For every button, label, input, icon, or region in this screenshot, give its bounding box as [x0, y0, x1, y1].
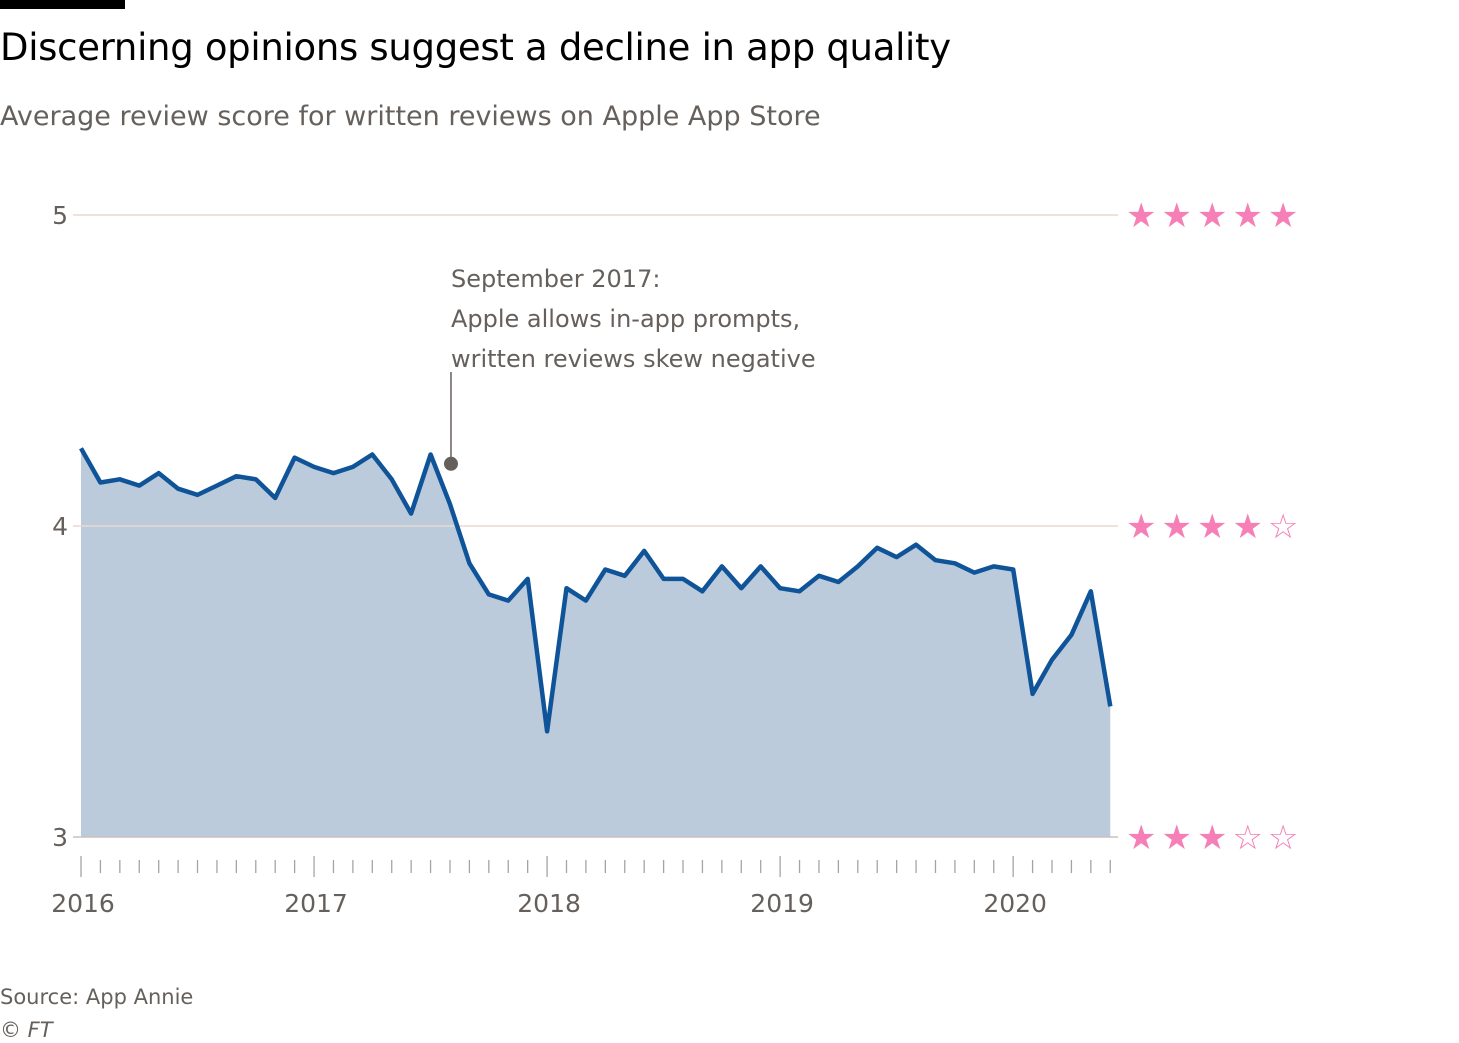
- area-fill: [81, 448, 1111, 837]
- series-line: [79, 447, 1113, 734]
- annotation-text: September 2017:: [451, 265, 660, 293]
- chart-subtitle: Average review score for written reviews…: [0, 101, 821, 132]
- ft-top-bar: [0, 0, 125, 9]
- star-rating-row: ★★★★★: [1126, 196, 1303, 236]
- annotation-text: written reviews skew negative: [451, 345, 816, 373]
- x-tick-label: 2020: [983, 889, 1047, 918]
- chart-title: Discerning opinions suggest a decline in…: [0, 26, 951, 69]
- x-tick-label: 2018: [517, 889, 581, 918]
- y-tick-label: 3: [52, 823, 68, 852]
- copyright-note: © FT: [0, 1018, 53, 1042]
- x-tick-label: 2016: [51, 889, 115, 918]
- x-tick-label: 2017: [284, 889, 348, 918]
- source-note: Source: App Annie: [0, 985, 194, 1009]
- annotation-marker: [443, 456, 458, 471]
- star-rating-row: ★★★☆☆: [1126, 818, 1303, 858]
- y-tick-label: 4: [52, 512, 68, 541]
- y-tick-label: 5: [52, 201, 68, 230]
- star-rating-row: ★★★★☆: [1126, 507, 1303, 547]
- x-tick-label: 2019: [750, 889, 814, 918]
- annotation-text: Apple allows in-app prompts,: [451, 305, 800, 333]
